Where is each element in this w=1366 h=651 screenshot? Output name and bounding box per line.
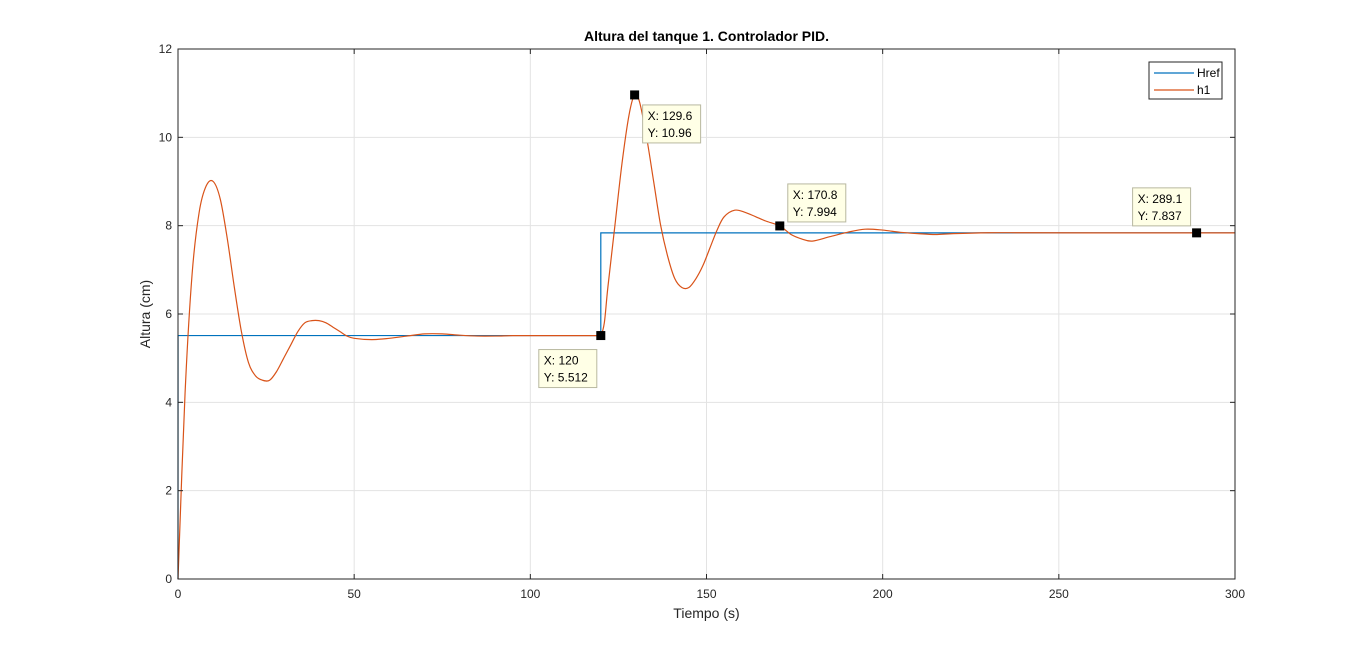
chart-title: Altura del tanque 1. Controlador PID. <box>584 28 829 44</box>
datatip-y: Y: 7.994 <box>793 205 837 219</box>
datatips: X: 120 Y: 5.512 X: 129.6 Y: 10.96 X: 170.8 Y:… <box>538 90 1202 389</box>
x-axis-label: Tiempo (s) <box>673 605 739 621</box>
datatip-x: X: 289.1 <box>1138 192 1183 206</box>
x-tick-label: 250 <box>1049 587 1069 601</box>
datatip-marker <box>1192 228 1202 238</box>
datatip-y: Y: 7.837 <box>1138 209 1182 223</box>
datatip-x: X: 170.8 <box>793 188 838 202</box>
datatip-y: Y: 10.96 <box>648 126 692 140</box>
y-tick-label: 10 <box>159 130 173 144</box>
ticks: 0 50 100 150 200 250 300 0 2 4 6 8 10 12 <box>159 42 1246 601</box>
y-tick-label: 2 <box>165 484 172 498</box>
datatip-marker <box>630 90 640 100</box>
legend-box <box>1148 61 1223 100</box>
x-tick-label: 300 <box>1225 587 1245 601</box>
datatip-x: X: 120 <box>544 354 579 368</box>
x-tick-label: 150 <box>696 587 716 601</box>
legend-label-href: Href <box>1197 66 1220 80</box>
datatip-y: Y: 5.512 <box>544 371 588 385</box>
y-axis-label: Altura (cm) <box>137 280 153 348</box>
datatip-marker <box>596 331 606 341</box>
x-tick-label: 0 <box>175 587 182 601</box>
y-tick-label: 12 <box>159 42 173 56</box>
datatip-box <box>538 349 598 389</box>
y-tick-label: 4 <box>165 395 172 409</box>
y-tick-label: 0 <box>165 572 172 586</box>
legend-label-h1: h1 <box>1197 83 1211 97</box>
x-tick-label: 200 <box>873 587 893 601</box>
datatip-x: X: 129.6 <box>648 109 693 123</box>
y-tick-label: 6 <box>165 307 172 321</box>
datatip-box <box>1132 187 1192 227</box>
datatip-marker <box>775 221 785 231</box>
datatip-box <box>787 183 847 223</box>
grid <box>178 49 1235 579</box>
legend[interactable]: Href h1 <box>1148 61 1223 100</box>
y-tick-label: 8 <box>165 219 172 233</box>
x-tick-label: 50 <box>347 587 361 601</box>
datatip-box <box>642 104 702 144</box>
x-tick-label: 100 <box>520 587 540 601</box>
